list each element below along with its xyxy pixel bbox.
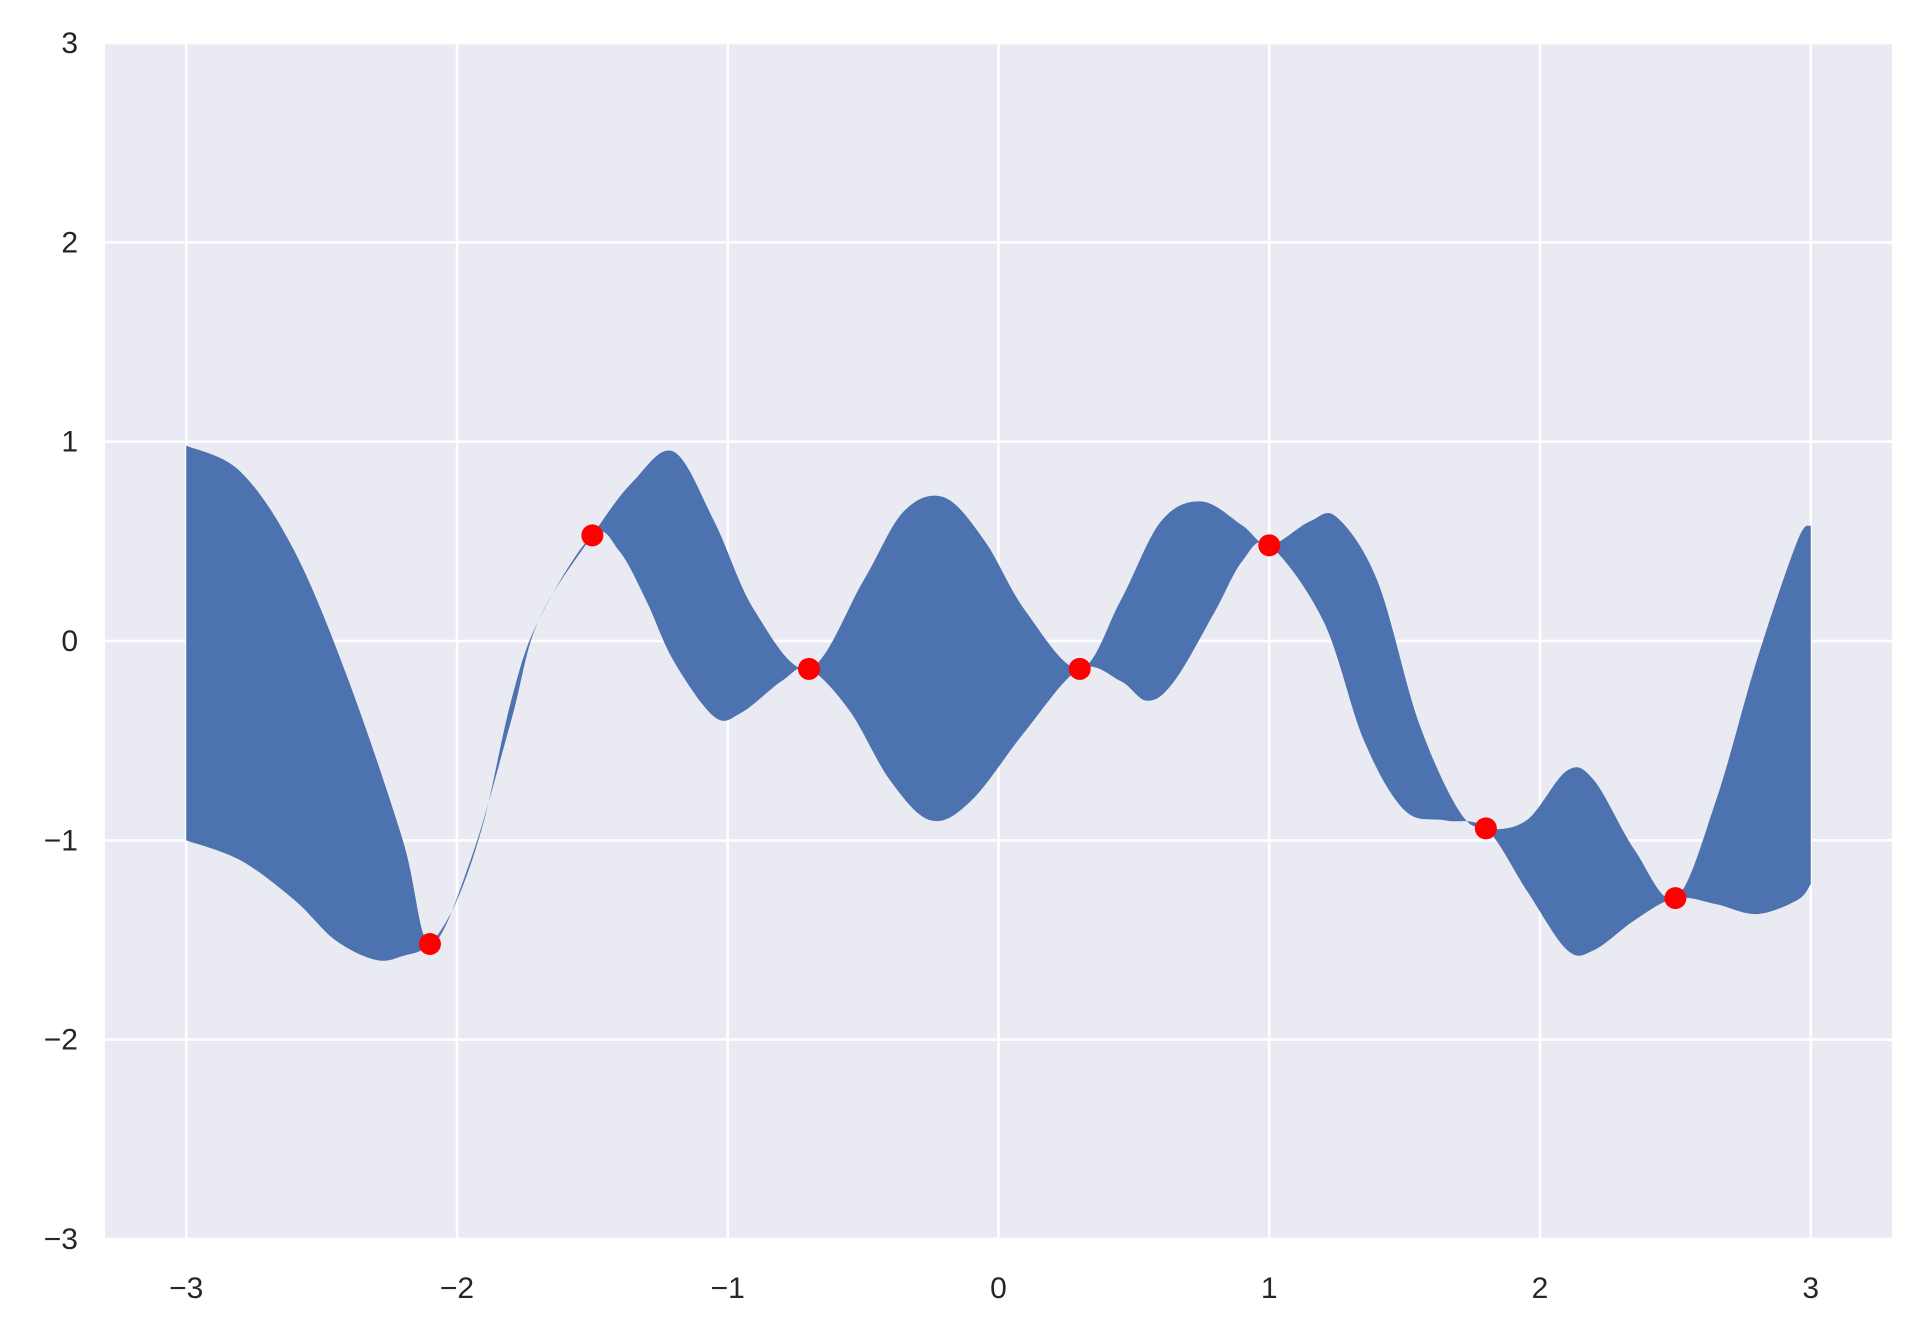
data-point bbox=[1664, 887, 1687, 910]
y-tick-label: −2 bbox=[44, 1024, 78, 1057]
x-tick-label: −1 bbox=[711, 1272, 745, 1305]
x-tick-label: −3 bbox=[169, 1272, 203, 1305]
data-point bbox=[1068, 657, 1091, 680]
y-tick-label: −1 bbox=[44, 824, 78, 857]
data-point bbox=[1474, 817, 1497, 840]
x-tick-label: 0 bbox=[990, 1272, 1007, 1305]
confidence-band bbox=[186, 445, 1811, 961]
x-tick-labels: −3 −2 −1 0 1 2 3 bbox=[169, 1272, 1819, 1305]
x-tick-label: 1 bbox=[1261, 1272, 1278, 1305]
data-point bbox=[581, 524, 604, 547]
y-tick-label: 1 bbox=[61, 426, 78, 459]
x-tick-label: 2 bbox=[1532, 1272, 1549, 1305]
x-tick-label: 3 bbox=[1802, 1272, 1819, 1305]
y-tick-label: 0 bbox=[61, 625, 78, 658]
data-point bbox=[418, 932, 441, 955]
y-tick-label: −3 bbox=[44, 1223, 78, 1256]
data-point bbox=[1258, 534, 1281, 557]
data-point bbox=[797, 657, 820, 680]
y-tick-label: 3 bbox=[61, 27, 78, 60]
y-tick-label: 2 bbox=[61, 226, 78, 259]
y-tick-labels: −3 −2 −1 0 1 2 3 bbox=[44, 27, 78, 1256]
observed-points bbox=[418, 524, 1687, 955]
x-tick-label: −2 bbox=[440, 1272, 474, 1305]
